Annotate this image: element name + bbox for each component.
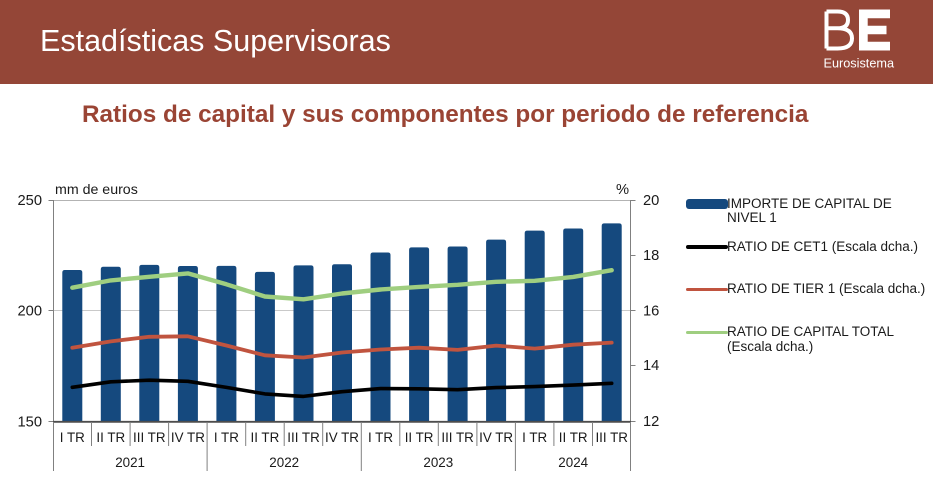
svg-text:I TR: I TR — [60, 430, 85, 445]
svg-text:III TR: III TR — [595, 430, 628, 445]
svg-text:18: 18 — [643, 248, 659, 264]
svg-text:150: 150 — [17, 415, 42, 431]
svg-text:%: % — [616, 182, 629, 198]
svg-text:16: 16 — [643, 304, 659, 320]
svg-text:200: 200 — [17, 304, 42, 320]
svg-text:2022: 2022 — [269, 455, 299, 470]
svg-text:III TR: III TR — [133, 430, 166, 445]
svg-text:Eurosistema: Eurosistema — [824, 57, 895, 71]
svg-text:12: 12 — [643, 414, 659, 430]
svg-text:I TR: I TR — [522, 430, 547, 445]
svg-text:IV TR: IV TR — [325, 430, 359, 445]
svg-text:2021: 2021 — [115, 455, 145, 470]
svg-text:IV TR: IV TR — [171, 430, 205, 445]
svg-text:14: 14 — [643, 358, 659, 374]
svg-text:2023: 2023 — [423, 455, 453, 470]
svg-text:250: 250 — [17, 193, 42, 209]
svg-text:II TR: II TR — [251, 430, 280, 445]
svg-text:mm de euros: mm de euros — [55, 182, 138, 198]
svg-text:II TR: II TR — [405, 430, 434, 445]
svg-text:20: 20 — [643, 193, 659, 209]
svg-text:III TR: III TR — [287, 430, 320, 445]
svg-text:III TR: III TR — [441, 430, 474, 445]
svg-text:IV TR: IV TR — [479, 430, 513, 445]
svg-text:II TR: II TR — [559, 430, 588, 445]
svg-text:I TR: I TR — [368, 430, 393, 445]
svg-text:2024: 2024 — [558, 455, 588, 470]
svg-text:I TR: I TR — [214, 430, 239, 445]
svg-text:II TR: II TR — [96, 430, 125, 445]
